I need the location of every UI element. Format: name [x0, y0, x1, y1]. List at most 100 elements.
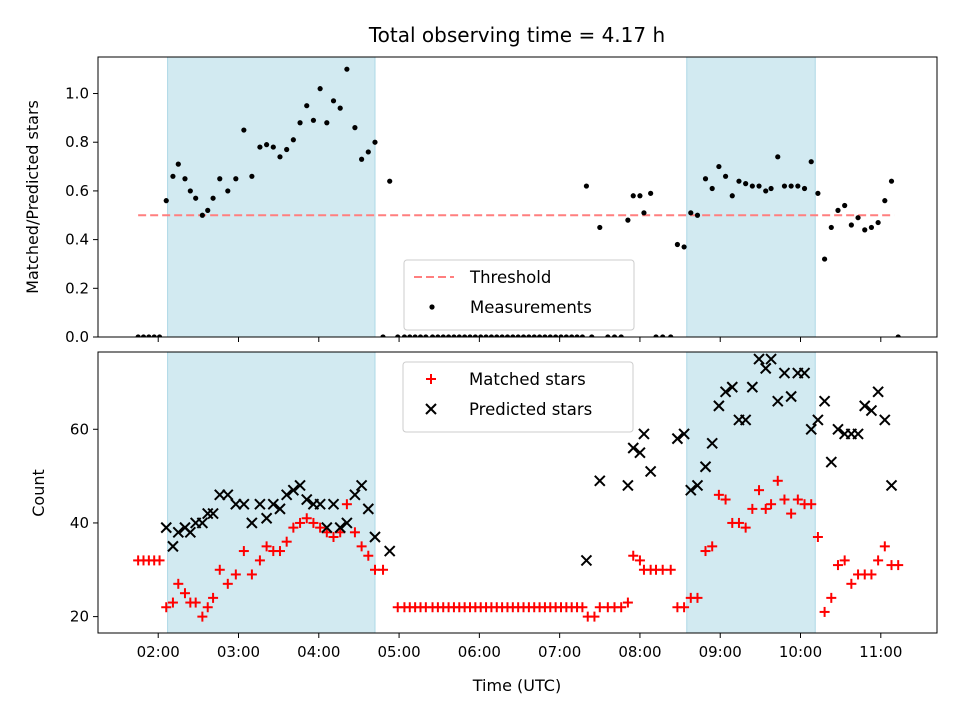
measurement-point: [423, 334, 429, 337]
predicted-star-point: [685, 484, 697, 496]
matched-star-point: [779, 494, 790, 505]
legend-label: Predicted stars: [469, 400, 592, 419]
predicted-star-point: [287, 484, 300, 496]
matched-star-point: [634, 555, 645, 566]
matched-star-point: [378, 564, 389, 575]
highlight-span-1: [167, 351, 376, 634]
predicted-star-point: [267, 498, 280, 510]
y-tick-label: 20: [70, 608, 89, 626]
matched-star-point: [254, 555, 265, 566]
measurement-point: [641, 210, 647, 216]
predicted-star-point: [713, 400, 725, 412]
predicted-star-point: [238, 498, 250, 510]
predicted-star-point: [369, 531, 381, 543]
measurement-point: [618, 334, 624, 337]
predicted-star-point: [691, 479, 704, 492]
measurement-point: [868, 224, 875, 231]
measurement-point: [199, 212, 205, 218]
predicted-star-point: [699, 461, 712, 473]
matched-star-point: [707, 541, 718, 552]
measurement-point: [768, 185, 774, 192]
measurement-point: [828, 224, 834, 231]
measurement-point: [875, 219, 881, 226]
matched-star-point: [288, 522, 299, 533]
measurement-point: [233, 176, 239, 182]
legend-item: Threshold: [414, 268, 551, 287]
measurement-point: [330, 98, 337, 104]
measurement-point: [337, 105, 343, 111]
measurement-point: [848, 222, 854, 228]
matched-star-point: [754, 485, 765, 496]
measurement-point: [380, 334, 386, 337]
x-tick-label: 05:00: [377, 643, 420, 661]
predicted-star-point: [341, 517, 353, 529]
y-tick-label: 0.2: [65, 279, 89, 297]
measurement-point: [531, 334, 537, 337]
legend-swatch: [426, 374, 436, 384]
measurement-point: [478, 334, 484, 337]
predicted-star-point: [678, 428, 690, 440]
measurement-point: [702, 176, 709, 182]
matched-star-point: [349, 527, 360, 538]
measurement-point: [462, 334, 468, 337]
legend-swatch: [425, 403, 437, 415]
matched-star-point: [161, 602, 172, 613]
measurement-point: [175, 161, 181, 167]
predicted-star-point: [580, 554, 593, 567]
predicted-star-point: [765, 353, 777, 365]
legend-item: Matched stars: [426, 370, 586, 389]
predicted-star-point: [622, 479, 634, 492]
predicted-star-point: [634, 446, 646, 459]
predicted-star-point: [172, 526, 184, 539]
matched-star-point: [772, 475, 783, 486]
legend-box: [402, 361, 634, 433]
predicted-star-point: [812, 414, 824, 426]
matched-star-point: [628, 550, 639, 561]
measurement-point: [583, 183, 590, 189]
measurement-point: [801, 185, 808, 192]
predicted-star-point: [184, 526, 197, 539]
measurement-point: [225, 188, 231, 194]
matched-star-point: [589, 611, 600, 622]
measurement-point: [688, 210, 694, 216]
measurement-point: [297, 120, 303, 126]
predicted-star-point: [726, 381, 738, 393]
predicted-star-point: [785, 390, 797, 403]
predicted-star-point: [314, 498, 326, 510]
legend-label: Matched stars: [469, 370, 586, 389]
legend-label: Measurements: [470, 298, 592, 317]
matched-star-point: [577, 602, 588, 613]
measurement-point: [716, 163, 722, 170]
measurement-point: [344, 66, 350, 72]
measurement-point: [407, 334, 413, 337]
measurement-point: [668, 334, 674, 337]
measurement-point: [140, 334, 147, 337]
matched-star-point: [766, 499, 777, 510]
measurement-point: [775, 154, 781, 160]
y-tick-label: 0.6: [65, 182, 89, 200]
measurement-point: [412, 334, 418, 337]
x-tick-label: 03:00: [217, 643, 260, 661]
measurement-point: [781, 183, 788, 189]
panel-counts: 20 40 60 02:00 03:00 04:00 05:00 06:00 07:00 08:0…: [70, 351, 938, 661]
predicted-star-point: [362, 503, 375, 515]
matched-star-point: [747, 503, 758, 514]
measurement-point: [499, 334, 505, 337]
measurement-point: [515, 334, 521, 337]
predicted-star-point: [832, 423, 844, 435]
x-tick-label: 07:00: [538, 643, 581, 661]
matched-star-point: [819, 606, 830, 617]
measurement-point: [835, 207, 841, 213]
x-tick-label: 02:00: [137, 643, 180, 661]
predicted-star-point: [222, 489, 234, 501]
measurement-point: [630, 193, 636, 199]
matched-star-point: [190, 597, 201, 608]
legend-label: Threshold: [469, 268, 551, 287]
predicted-star-point: [196, 517, 209, 529]
measurement-point: [625, 217, 631, 223]
predicted-star-point: [772, 395, 784, 407]
chart-title: Total observing time = 4.17 h: [368, 23, 665, 47]
highlight-span-2: [686, 56, 816, 338]
predicted-star-point: [644, 465, 657, 478]
matched-star-point: [740, 522, 751, 533]
